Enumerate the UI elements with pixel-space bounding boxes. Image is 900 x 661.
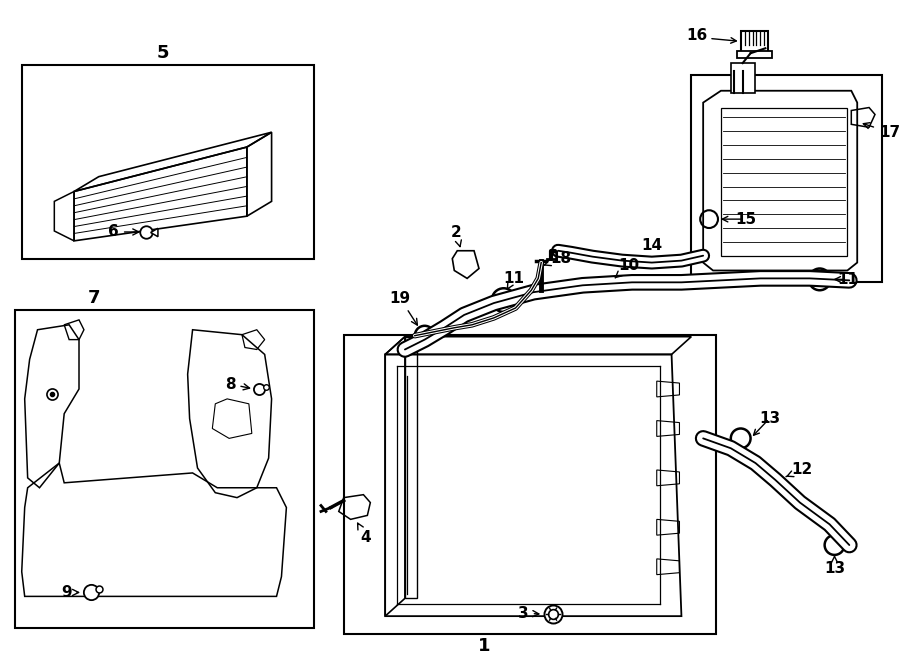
- Text: 2: 2: [451, 225, 462, 247]
- Text: 4: 4: [357, 523, 371, 545]
- Text: 3: 3: [518, 605, 539, 621]
- Bar: [737, 52, 772, 58]
- Text: 18: 18: [544, 251, 572, 266]
- Text: 14: 14: [641, 239, 662, 253]
- Text: 11: 11: [503, 271, 524, 289]
- Text: 17: 17: [863, 123, 900, 139]
- Text: 15: 15: [735, 212, 756, 227]
- Text: 12: 12: [786, 463, 813, 477]
- Text: 6: 6: [108, 225, 139, 239]
- Bar: [731, 63, 754, 93]
- Text: 9: 9: [61, 585, 78, 600]
- Bar: [741, 32, 769, 54]
- Text: 16: 16: [687, 28, 708, 43]
- Bar: [344, 334, 716, 634]
- Text: 13: 13: [760, 411, 781, 426]
- Text: 11: 11: [837, 272, 858, 287]
- Text: 7: 7: [87, 289, 100, 307]
- Text: 10: 10: [616, 258, 640, 278]
- Text: 13: 13: [824, 556, 845, 576]
- Text: 8: 8: [225, 377, 249, 391]
- Bar: [691, 75, 882, 282]
- Text: 19: 19: [390, 291, 418, 325]
- Text: 1: 1: [478, 637, 491, 655]
- Text: 5: 5: [157, 44, 169, 62]
- Bar: [22, 65, 314, 258]
- Bar: [14, 310, 314, 628]
